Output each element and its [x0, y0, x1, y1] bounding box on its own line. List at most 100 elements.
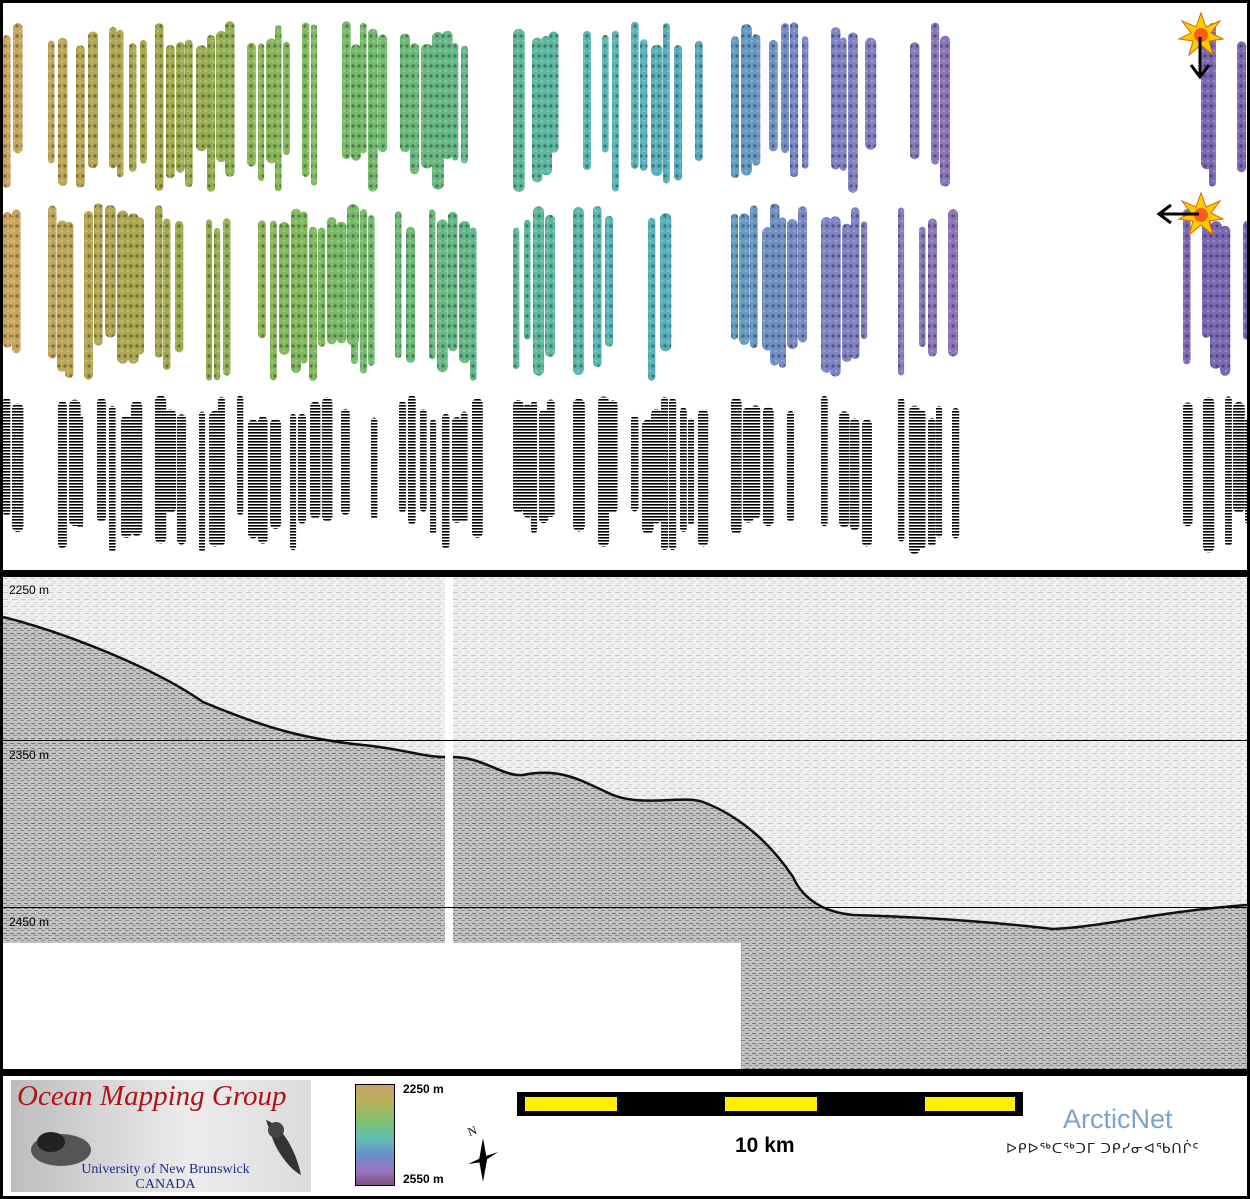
- swath-texture: [651, 44, 663, 176]
- swath-strip: [688, 418, 695, 526]
- swath-texture: [831, 27, 841, 170]
- swath-texture: [309, 226, 317, 381]
- swath-texture: [842, 223, 852, 363]
- swath-texture: [741, 24, 752, 176]
- swath-texture: [549, 31, 559, 153]
- swath-strip: [290, 413, 297, 551]
- swath-texture: [731, 213, 739, 340]
- swath-texture: [207, 34, 215, 192]
- swath-texture: [583, 31, 591, 171]
- swath-texture: [76, 45, 85, 188]
- colorbar-top-label: 2250 m: [403, 1082, 444, 1096]
- swath-texture: [1209, 23, 1216, 187]
- arrow-left-icon: [1156, 203, 1199, 225]
- swath-texture: [206, 219, 213, 381]
- swath-texture: [470, 227, 477, 381]
- swath-texture: [84, 210, 93, 380]
- swath-strip: [1183, 402, 1193, 527]
- swath-texture: [459, 221, 471, 364]
- swath-texture: [533, 206, 545, 376]
- scale-segment: [925, 1097, 1015, 1111]
- swath-strip: [218, 396, 225, 546]
- swath-texture: [58, 37, 68, 186]
- depth-gridline: [3, 740, 1247, 741]
- swath-strip: [209, 410, 221, 547]
- swath-texture: [105, 205, 116, 338]
- swath-texture: [136, 217, 145, 355]
- backscatter-row: [3, 395, 1247, 554]
- swath-texture: [421, 43, 433, 169]
- swath-texture: [225, 21, 235, 177]
- swath-texture: [1183, 209, 1191, 365]
- arrow-down-icon: [1189, 37, 1211, 80]
- partner-logo: ArcticNet: [1063, 1104, 1173, 1134]
- swath-texture: [770, 203, 780, 366]
- swath-texture: [840, 37, 847, 171]
- swath-strip: [420, 409, 427, 512]
- swath-strip: [531, 400, 538, 534]
- swath-texture: [674, 45, 683, 181]
- swath-strip: [731, 397, 742, 534]
- swath-texture: [750, 205, 758, 349]
- swath-texture: [258, 43, 265, 182]
- north-arrow-icon: N: [458, 1123, 508, 1184]
- sonar-profile-panel: 2250 m 2350 m 2450 m: [3, 577, 1247, 1069]
- swath-texture: [605, 215, 614, 347]
- scale-bar: [517, 1092, 1023, 1116]
- swath-strip: [121, 415, 132, 538]
- swath-strip: [898, 397, 905, 542]
- swath-texture: [360, 209, 367, 374]
- swath-strip: [573, 398, 585, 532]
- swath-texture: [311, 24, 318, 186]
- swath-texture: [602, 34, 609, 153]
- swath-texture: [109, 26, 117, 169]
- swath-texture: [368, 28, 378, 192]
- sonar-profile-canvas: [3, 577, 1247, 1069]
- swath-texture: [513, 227, 520, 370]
- swath-texture: [851, 207, 860, 360]
- swath-map-panel: [3, 3, 1247, 570]
- university-name: University of New Brunswick CANADA: [73, 1162, 258, 1192]
- swath-texture: [781, 23, 790, 154]
- swath-strip: [661, 396, 669, 551]
- swath-strip: [165, 409, 177, 513]
- swath-texture: [798, 206, 808, 343]
- swath-strip: [1225, 396, 1232, 546]
- swath-texture: [660, 213, 672, 352]
- swath-texture: [802, 36, 809, 169]
- swath-texture: [342, 21, 351, 159]
- swath-texture: [176, 41, 185, 173]
- swath-texture: [270, 220, 277, 381]
- swath-strip: [237, 395, 244, 516]
- swath-texture: [432, 32, 444, 190]
- swath-texture: [214, 227, 221, 381]
- swath-texture: [12, 209, 21, 354]
- swath-texture: [695, 40, 703, 162]
- swath-texture: [3, 211, 12, 348]
- swath-texture: [163, 218, 171, 370]
- swath-texture: [779, 217, 786, 368]
- swath-texture: [275, 25, 282, 192]
- swath-strip: [131, 400, 143, 536]
- swath-strip: [1233, 401, 1245, 513]
- swath-strip: [310, 401, 321, 519]
- swath-texture: [300, 211, 308, 364]
- swath-texture: [648, 217, 656, 381]
- swath-strip: [58, 401, 67, 549]
- swath-strip: [155, 395, 167, 544]
- swath-texture: [196, 45, 208, 152]
- swath-texture: [461, 45, 468, 164]
- swath-texture: [3, 35, 11, 188]
- swath-texture: [861, 221, 868, 340]
- swath-texture: [731, 36, 740, 178]
- swath-strip: [598, 396, 610, 547]
- swath-strip: [669, 398, 677, 551]
- swath-texture: [821, 217, 833, 373]
- swath-texture: [318, 227, 326, 347]
- swath-strip: [909, 405, 920, 554]
- swath-texture: [368, 215, 375, 366]
- swath-texture: [291, 208, 302, 374]
- swath-strip: [430, 419, 437, 535]
- swath-texture: [739, 213, 750, 345]
- swath-texture: [88, 31, 99, 169]
